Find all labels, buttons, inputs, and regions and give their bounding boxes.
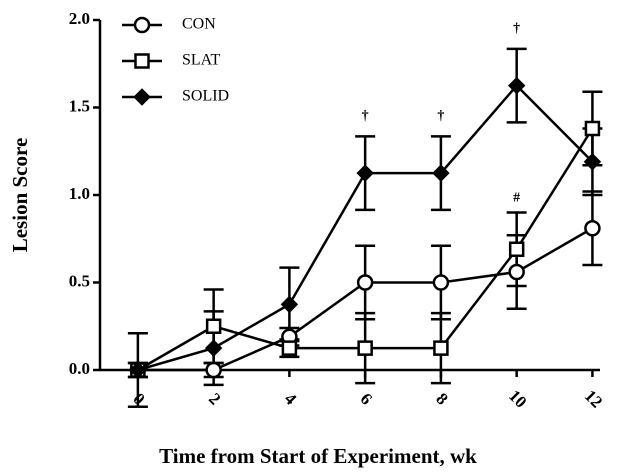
marker [432,164,450,182]
x-tick-label: 10 [505,386,530,411]
legend-label: SLAT [182,52,220,69]
annotation: # [513,191,520,206]
marker [281,340,298,356]
annotation: † [437,108,444,123]
marker [129,361,147,379]
marker [205,361,222,379]
marker [508,241,525,257]
marker [357,340,373,356]
marker [432,274,450,291]
marker [584,120,601,137]
legend-label: SOLID [182,88,229,105]
y-tick-label: 0.5 [69,271,90,290]
x-tick-label: 12 [581,386,606,411]
marker [205,318,222,334]
marker [433,340,449,356]
y-tick-label: 0.0 [69,359,90,378]
marker [584,220,601,237]
x-axis-title: Time from Start of Experiment, wk [159,444,477,468]
legend-marker [133,88,151,106]
y-axis-title: Lesion Score [8,138,32,253]
y-tick-label: 2.0 [69,9,90,28]
x-tick-label: 6 [357,389,376,408]
marker [280,295,299,314]
x-tick-label: 4 [281,389,301,409]
marker [508,263,525,281]
y-tick-label: 1.5 [69,96,90,115]
marker [356,164,374,182]
x-tick-label: 2 [205,389,224,408]
annotation: † [513,21,520,36]
marker [356,274,374,291]
legend-marker [134,53,150,69]
marker [204,339,223,357]
y-tick-label: 1.0 [69,184,90,203]
legend-label: CON [182,16,216,33]
marker [583,153,602,171]
legend-marker [133,16,151,34]
marker [507,76,526,95]
x-tick-label: 8 [432,389,451,408]
annotation: † [362,108,369,123]
